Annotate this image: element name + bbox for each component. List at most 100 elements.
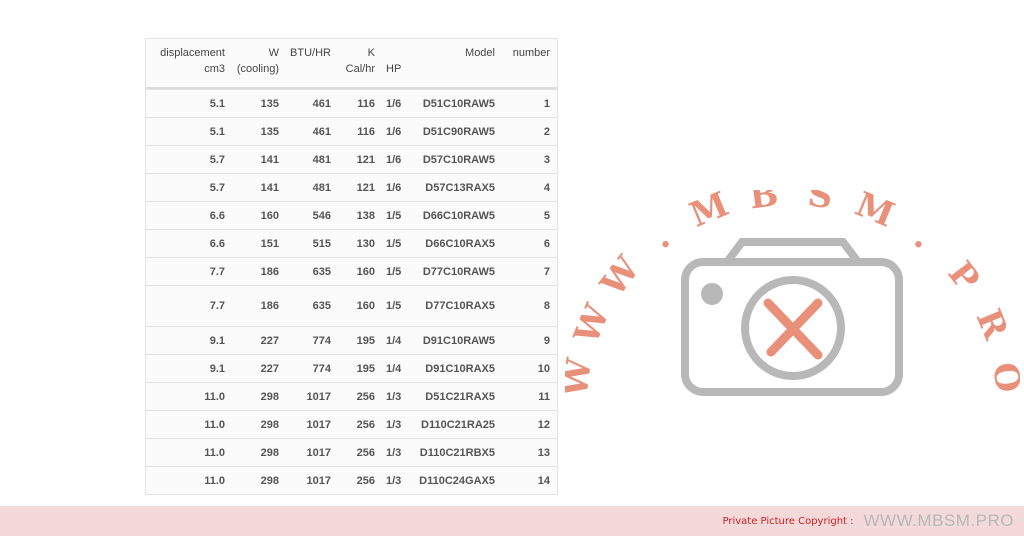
watermark-logo: WWW.M B S M.PRO bbox=[565, 190, 1020, 400]
cell-kcal: 256 bbox=[356, 474, 375, 487]
cell-hp: 1/6 bbox=[386, 153, 402, 166]
cell-btu: 1017 bbox=[306, 474, 331, 487]
cell-number: 11 bbox=[538, 390, 550, 403]
cell-hp: 1/4 bbox=[386, 362, 402, 375]
cell-model: D110C21RBX5 bbox=[419, 446, 495, 459]
watermark-letter: O bbox=[984, 360, 1020, 395]
copyright-label: Private Picture Copyright : bbox=[722, 515, 854, 527]
cell-watts: 135 bbox=[260, 97, 279, 110]
watermark-letter: W bbox=[565, 355, 600, 400]
cell-btu: 461 bbox=[312, 97, 331, 110]
watermark-letter: M bbox=[850, 190, 900, 236]
table-row: 5.7 141 481 121 1/6 D57C13RAX5 4 bbox=[146, 173, 557, 201]
cell-hp: 1/6 bbox=[386, 97, 402, 110]
table-row: 5.1 135 461 116 1/6 D51C90RAW5 2 bbox=[146, 117, 557, 145]
cell-watts: 298 bbox=[260, 474, 279, 487]
cell-kcal: 130 bbox=[356, 237, 375, 250]
cell-hp: 1/5 bbox=[386, 300, 402, 312]
cell-watts: 160 bbox=[260, 209, 279, 222]
cell-displacement: 9.1 bbox=[209, 362, 225, 375]
cell-number: 13 bbox=[537, 446, 550, 459]
header-hp: HP bbox=[386, 39, 412, 77]
cell-btu: 1017 bbox=[306, 390, 331, 403]
cell-hp: 1/4 bbox=[386, 334, 402, 347]
table-row: 7.7 186 635 160 1/5 D77C10RAW5 7 bbox=[146, 257, 557, 285]
cell-watts: 227 bbox=[260, 362, 279, 375]
cell-btu: 1017 bbox=[306, 418, 331, 431]
header-text: HP bbox=[386, 63, 402, 75]
cell-hp: 1/3 bbox=[386, 446, 402, 459]
cell-number: 12 bbox=[537, 418, 550, 431]
table-row: 9.1 227 774 195 1/4 D91C10RAX5 10 bbox=[146, 354, 557, 382]
cell-model: D77C10RAW5 bbox=[422, 265, 495, 278]
cell-btu: 461 bbox=[312, 125, 331, 138]
cell-displacement: 11.0 bbox=[204, 446, 225, 459]
cell-model: D51C90RAW5 bbox=[422, 125, 495, 138]
cell-kcal: 138 bbox=[356, 209, 375, 222]
cell-btu: 546 bbox=[312, 209, 331, 222]
cell-btu: 635 bbox=[312, 265, 331, 278]
cell-model: D51C21RAX5 bbox=[425, 390, 495, 403]
watermark-letter: W bbox=[566, 298, 618, 350]
cell-hp: 1/3 bbox=[386, 390, 402, 403]
cell-model: D77C10RAX5 bbox=[425, 300, 495, 312]
cell-model: D51C10RAW5 bbox=[422, 97, 495, 110]
cell-hp: 1/6 bbox=[386, 125, 402, 138]
cell-watts: 298 bbox=[260, 390, 279, 403]
cell-hp: 1/5 bbox=[386, 237, 402, 250]
compressor-spec-table: displacement cm3 W (cooling) BTU/HR K Cal/hr HP… bbox=[145, 38, 558, 495]
header-number: number bbox=[501, 39, 550, 61]
watermark-letter: R bbox=[968, 304, 1016, 346]
cell-btu: 515 bbox=[312, 237, 331, 250]
cell-number: 1 bbox=[543, 97, 550, 110]
header-text: Model bbox=[465, 47, 495, 59]
watermark-letter: . bbox=[644, 218, 678, 257]
cell-hp: 1/5 bbox=[386, 209, 402, 222]
tools-icon bbox=[763, 298, 823, 360]
cell-btu: 481 bbox=[312, 153, 331, 166]
cell-watts: 186 bbox=[260, 300, 279, 312]
cell-number: 5 bbox=[543, 209, 550, 222]
table-row: 6.6 151 515 130 1/5 D66C10RAX5 6 bbox=[146, 229, 557, 257]
cell-model: D57C10RAW5 bbox=[422, 153, 495, 166]
cell-kcal: 195 bbox=[356, 362, 375, 375]
header-text: W bbox=[268, 47, 279, 59]
cell-model: D110C21RA25 bbox=[421, 418, 495, 431]
cell-displacement: 5.7 bbox=[209, 181, 225, 194]
header-text: cm3 bbox=[204, 63, 225, 75]
header-text: number bbox=[512, 47, 550, 59]
cell-btu: 774 bbox=[312, 334, 331, 347]
watermark-letter: B bbox=[747, 190, 781, 217]
cell-kcal: 256 bbox=[356, 390, 375, 403]
table-row: 11.0 298 1017 256 1/3 D51C21RAX5 11 bbox=[146, 382, 557, 410]
header-text: K bbox=[367, 47, 375, 59]
footer-bar: Private Picture Copyright : WWW.MBSM.PRO bbox=[0, 506, 1024, 536]
table-row: 11.0 298 1017 256 1/3 D110C24GAX5 14 bbox=[146, 466, 557, 494]
cell-watts: 298 bbox=[260, 446, 279, 459]
cell-number: 10 bbox=[537, 362, 550, 375]
cell-watts: 298 bbox=[260, 418, 279, 431]
table-row: 11.0 298 1017 256 1/3 D110C21RA25 12 bbox=[146, 410, 557, 438]
header-model: Model bbox=[416, 39, 495, 61]
cell-watts: 151 bbox=[260, 237, 279, 250]
header-text: displacement bbox=[160, 47, 225, 59]
cell-hp: 1/3 bbox=[386, 418, 402, 431]
watermark-letter: W bbox=[593, 249, 649, 305]
watermark-text: WWW.M B S M.PRO bbox=[565, 190, 1020, 400]
header-text: Cal/hr bbox=[345, 63, 375, 75]
header-btu: BTU/HR bbox=[284, 39, 331, 61]
header-text: BTU/HR bbox=[290, 47, 331, 59]
header-watts: W (cooling) bbox=[230, 39, 279, 77]
cell-kcal: 160 bbox=[356, 265, 375, 278]
cell-model: D91C10RAX5 bbox=[425, 362, 495, 375]
cell-number: 9 bbox=[543, 334, 550, 347]
cell-displacement: 11.0 bbox=[204, 474, 225, 487]
cell-kcal: 121 bbox=[356, 181, 375, 194]
cell-btu: 774 bbox=[312, 362, 331, 375]
cell-watts: 186 bbox=[260, 265, 279, 278]
cell-displacement: 7.7 bbox=[209, 300, 225, 312]
cell-btu: 1017 bbox=[306, 446, 331, 459]
cell-displacement: 6.6 bbox=[209, 237, 225, 250]
cell-model: D110C24GAX5 bbox=[419, 474, 495, 487]
cell-model: D91C10RAW5 bbox=[422, 334, 495, 347]
